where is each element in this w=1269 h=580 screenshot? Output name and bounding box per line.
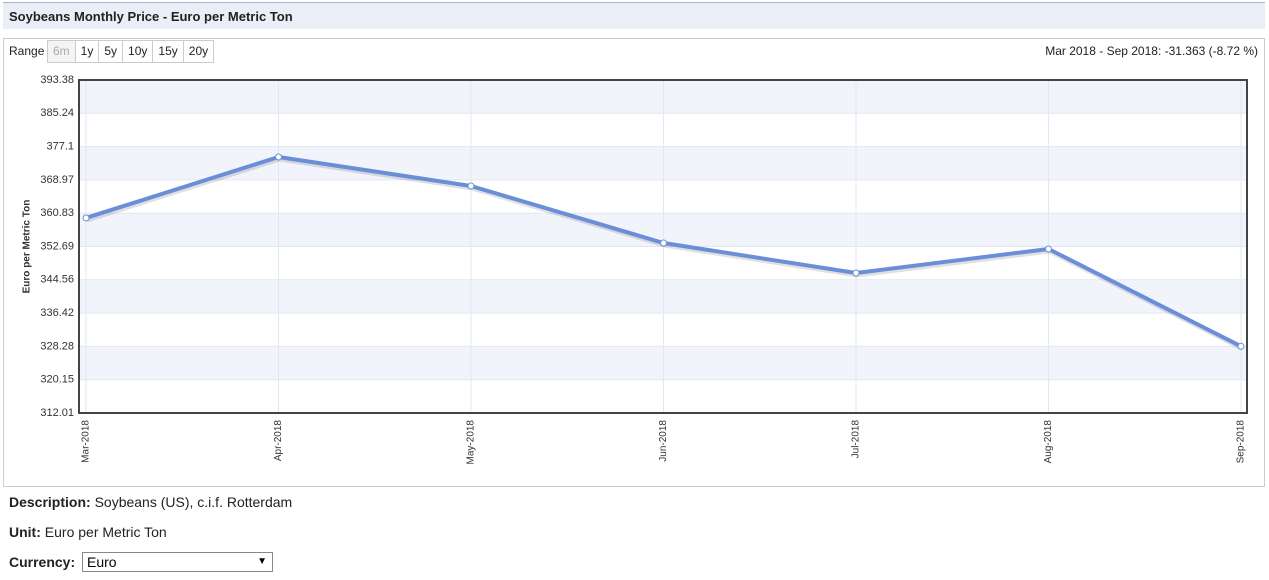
currency-label: Currency: — [9, 554, 76, 570]
range-summary: Mar 2018 - Sep 2018: -31.363 (-8.72 %) — [1045, 44, 1258, 58]
x-tick-label: Apr-2018 — [273, 420, 284, 462]
range-button[interactable]: 5y — [98, 40, 124, 63]
point — [82, 214, 90, 222]
y-tick-label: 393.38 — [40, 74, 74, 86]
description: Soybeans (US), c.i.f. Rotterdam — [94, 494, 293, 510]
point — [1045, 245, 1052, 253]
description-row: Description: Soybeans (US), c.i.f. Rotte… — [9, 494, 292, 510]
point — [852, 269, 860, 277]
description-label: Description: — [9, 494, 91, 510]
x-tick-label: Jul-2018 — [851, 420, 862, 459]
point — [275, 153, 282, 161]
plot-border — [78, 79, 1248, 414]
y-tick-label: 377.1 — [46, 141, 74, 153]
line-shadow — [86, 156, 1244, 351]
currency-select[interactable]: Euro — [82, 552, 273, 572]
chart-container — [3, 38, 1265, 487]
x-tick-label: Sep-2018 — [1236, 420, 1247, 464]
unit-row: Unit: Euro per Metric Ton — [9, 524, 167, 540]
range-button[interactable]: 20y — [182, 40, 215, 63]
x-tick-label: Jun-2018 — [658, 420, 669, 462]
y-tick-label: 328.28 — [40, 340, 74, 352]
point — [467, 182, 475, 190]
unit-label: Unit: — [9, 524, 41, 540]
point — [1237, 342, 1245, 350]
y-tick-label: 344.56 — [40, 274, 74, 286]
currency-row: Currency: — [9, 554, 75, 570]
range-label: Range — [9, 44, 45, 58]
y-tick-label: 385.24 — [40, 107, 74, 119]
y-tick-label: 320.15 — [40, 374, 74, 386]
range-button[interactable]: 10y — [122, 40, 154, 63]
y-tick-label: 368.97 — [40, 174, 74, 186]
y-tick-label: 352.69 — [40, 240, 74, 252]
unit: Euro per Metric Ton — [44, 524, 167, 540]
y-axis-label: Euro per Metric Ton — [22, 200, 33, 294]
x-tick-label: Aug-2018 — [1043, 420, 1054, 464]
y-tick-label: 312.01 — [40, 407, 74, 419]
point — [660, 239, 667, 247]
y-tick-label: 336.42 — [40, 307, 74, 319]
x-tick-label: May-2018 — [466, 420, 477, 465]
x-tick-label: Mar-2018 — [81, 420, 92, 463]
header-title: Soybeans Monthly Price - Euro per Metric… — [3, 2, 1265, 29]
range-buttons: 6m 1y 5y 10y 15y 20y — [47, 40, 215, 63]
y-tick-label: 360.83 — [40, 207, 74, 219]
